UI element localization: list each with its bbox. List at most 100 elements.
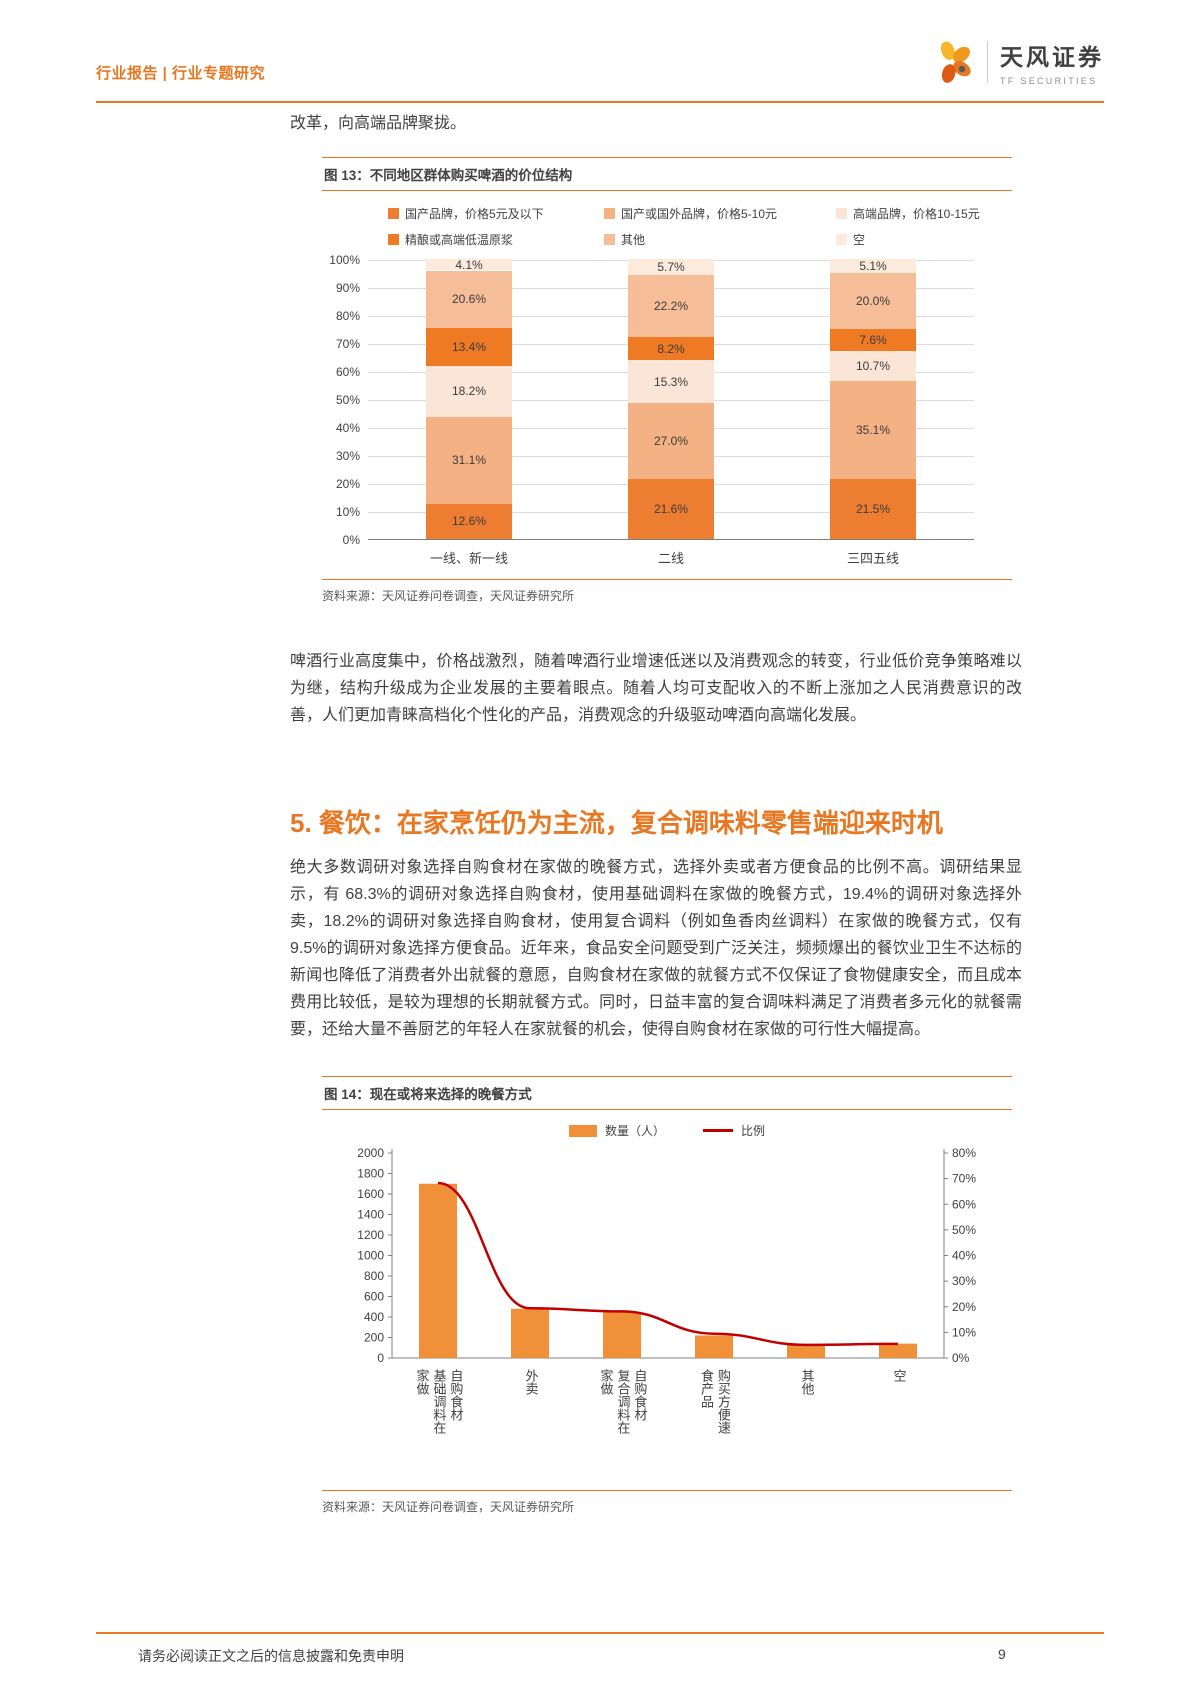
fig13-segment-value-label: 12.6%	[451, 514, 487, 529]
fig13-segment-value-label: 21.6%	[653, 501, 689, 516]
fig13-bar-segment: 4.1%	[426, 259, 512, 271]
fig13-y-tick-label: 30%	[335, 449, 360, 463]
figure14-title: 图 14：现在或将来选择的晚餐方式	[322, 1076, 1012, 1110]
fig13-bar-segment: 8.2%	[628, 337, 714, 361]
fig13-segment-value-label: 35.1%	[855, 422, 891, 437]
fig14-trend-line	[437, 1181, 899, 1347]
fig14-bar	[603, 1311, 641, 1358]
legend-line-swatch	[703, 1129, 733, 1132]
fig14-legend-item-bars: 数量（人）	[568, 1122, 665, 1139]
fig14-category-label: 外卖	[523, 1369, 539, 1395]
fig14-left-tick-label: 800	[364, 1269, 384, 1283]
figure13-source: 资料来源：天风证券问卷调查，天风证券研究所	[322, 579, 1012, 604]
fig13-bar-segment: 15.3%	[628, 360, 714, 403]
fig13-bar-stack: 21.6% 27.0% 15.3% 8.2% 22.2% 5.7%	[628, 259, 714, 539]
page-number: 9	[998, 1646, 1006, 1662]
breadcrumb: 行业报告 | 行业专题研究	[96, 65, 266, 82]
fig13-bar-segment: 12.6%	[426, 503, 512, 539]
fig13-category-label: 二线	[657, 551, 684, 566]
fig13-bar-segment: 20.0%	[830, 273, 916, 330]
fig13-segment-value-label: 10.7%	[855, 358, 891, 373]
figure13-plot-area: 12.6% 31.1% 18.2% 13.4% 20.6% 4.1% 21.6% 27.0% 1…	[368, 259, 974, 540]
fig13-legend-item: 国产品牌，价格5元及以下	[388, 205, 604, 222]
fig14-left-tick-label: 0	[377, 1351, 384, 1365]
legend-swatch	[388, 208, 399, 219]
fig13-segment-value-label: 20.6%	[451, 292, 487, 307]
fig13-bar-stack: 12.6% 31.1% 18.2% 13.4% 20.6% 4.1%	[426, 259, 512, 539]
legend-label: 国产品牌，价格5元及以下	[405, 207, 544, 221]
fig14-right-tick-label: 60%	[952, 1197, 976, 1211]
fig14-category-label: 自购食材 基础调料在 家做	[414, 1369, 464, 1434]
logo-text: 天风证券 TF SECURITIES	[1000, 38, 1104, 86]
footer-disclaimer: 请务必阅读正文之后的信息披露和免责申明	[138, 1648, 404, 1664]
legend-bar-swatch	[568, 1124, 597, 1137]
legend-label: 空	[853, 233, 866, 247]
fig14-category-label: 其他	[799, 1369, 815, 1395]
intro-paragraph: 改革，向高端品牌聚拢。	[290, 115, 467, 132]
figure14-source: 资料来源：天风证券问卷调查，天风证券研究所	[322, 1490, 1012, 1515]
fig13-y-tick-label: 20%	[335, 477, 360, 491]
fig13-bar-segment: 22.2%	[628, 274, 714, 338]
fig13-bar-segment: 35.1%	[830, 380, 916, 479]
fig13-segment-value-label: 20.0%	[855, 294, 891, 309]
figure13-legend: 国产品牌，价格5元及以下 国产或国外品牌，价格5-10元 高端品牌，价格10-15元…	[388, 205, 1012, 248]
fig14-right-tick-label: 70%	[952, 1172, 976, 1186]
fig13-legend-item: 高端品牌，价格10-15元	[836, 205, 1012, 222]
legend-label: 数量（人）	[604, 1124, 665, 1138]
header-rule	[96, 101, 1104, 103]
fig13-y-tick-label: 40%	[335, 421, 360, 435]
fig13-legend-item: 精酿或高端低温原浆	[388, 231, 604, 248]
legend-label: 其他	[621, 233, 646, 247]
legend-swatch	[604, 208, 615, 219]
fig13-bar-segment: 10.7%	[830, 350, 916, 381]
footer-rule	[96, 1632, 1104, 1634]
fig13-y-tick-label: 70%	[335, 337, 360, 351]
fig14-left-tick-label: 1800	[357, 1167, 384, 1181]
fig13-bar-segment: 21.5%	[830, 478, 916, 539]
fig13-legend-item: 国产或国外品牌，价格5-10元	[604, 205, 836, 222]
fig13-bar-segment: 5.7%	[628, 259, 714, 275]
figure13-section: 图 13：不同地区群体购买啤酒的价位结构 国产品牌，价格5元及以下 国产或国外品牌…	[322, 157, 1012, 604]
fig14-left-tick-label: 2000	[357, 1146, 384, 1160]
fig13-category-label: 一线、新一线	[429, 551, 508, 566]
fig13-bar-segment: 31.1%	[426, 416, 512, 504]
fig13-bar-segment: 5.1%	[830, 259, 916, 274]
fig13-bar-segment: 27.0%	[628, 402, 714, 479]
legend-swatch	[836, 234, 847, 245]
fig13-segment-value-label: 31.1%	[451, 453, 487, 468]
fig13-segment-value-label: 8.2%	[657, 341, 685, 356]
figure14-legend: 数量（人） 比例	[322, 1122, 1012, 1139]
fig14-left-tick-label: 1600	[357, 1187, 384, 1201]
fig14-right-tick-label: 30%	[952, 1274, 976, 1288]
fig14-legend-item-line: 比例	[703, 1122, 765, 1139]
fig14-right-tick-label: 10%	[952, 1325, 976, 1339]
fig13-segment-value-label: 27.0%	[653, 433, 689, 448]
figure13-chart: 0% 10% 20% 30% 40% 50% 60% 70% 80% 90% 100% 12.6% 3…	[322, 253, 1012, 547]
fig14-category-label: 自购食材 复合调料在 家做	[598, 1369, 648, 1434]
legend-swatch	[388, 234, 399, 245]
fig14-bar	[511, 1308, 549, 1358]
fig13-segment-value-label: 15.3%	[653, 374, 689, 389]
fig13-bar-stack: 21.5% 35.1% 10.7% 7.6% 20.0% 5.1%	[830, 259, 916, 539]
legend-swatch	[604, 234, 615, 245]
fig14-right-tick-label: 0%	[952, 1351, 970, 1365]
section5-paragraph: 绝大多数调研对象选择自购食材在家做的晚餐方式，选择外卖或者方便食品的比例不高。调…	[290, 859, 1022, 1038]
figure14-combo-svg: 0 200 400 600 800 1000 1200 1400 1600 1800 2000 0% 1…	[357, 1146, 976, 1365]
fig14-bar	[695, 1335, 733, 1358]
fig13-y-tick-label: 0%	[342, 533, 360, 547]
fig14-right-tick-label: 80%	[952, 1146, 976, 1160]
fig13-bar-segment: 7.6%	[830, 329, 916, 351]
figure13-y-axis: 0% 10% 20% 30% 40% 50% 60% 70% 80% 90% 100%	[322, 253, 368, 547]
figure14-section: 图 14：现在或将来选择的晚餐方式 数量（人） 比例 0 200 400 600 800 1…	[322, 1076, 1012, 1515]
beer-paragraph: 啤酒行业高度集中，价格战激烈，随着啤酒行业增速低迷以及消费观念的转变，行业低价竞…	[290, 653, 1022, 724]
legend-label: 国产或国外品牌，价格5-10元	[621, 207, 778, 221]
legend-label: 比例	[741, 1124, 766, 1138]
fig14-bar	[879, 1343, 917, 1358]
fig13-legend-item: 其他	[604, 231, 836, 248]
fig14-left-tick-label: 200	[364, 1331, 384, 1345]
fig13-bar-segment: 21.6%	[628, 478, 714, 539]
tf-securities-logo: 天风证券 TF SECURITIES	[929, 38, 1104, 86]
fig14-left-tick-label: 1400	[357, 1208, 384, 1222]
logo-divider	[987, 41, 988, 83]
